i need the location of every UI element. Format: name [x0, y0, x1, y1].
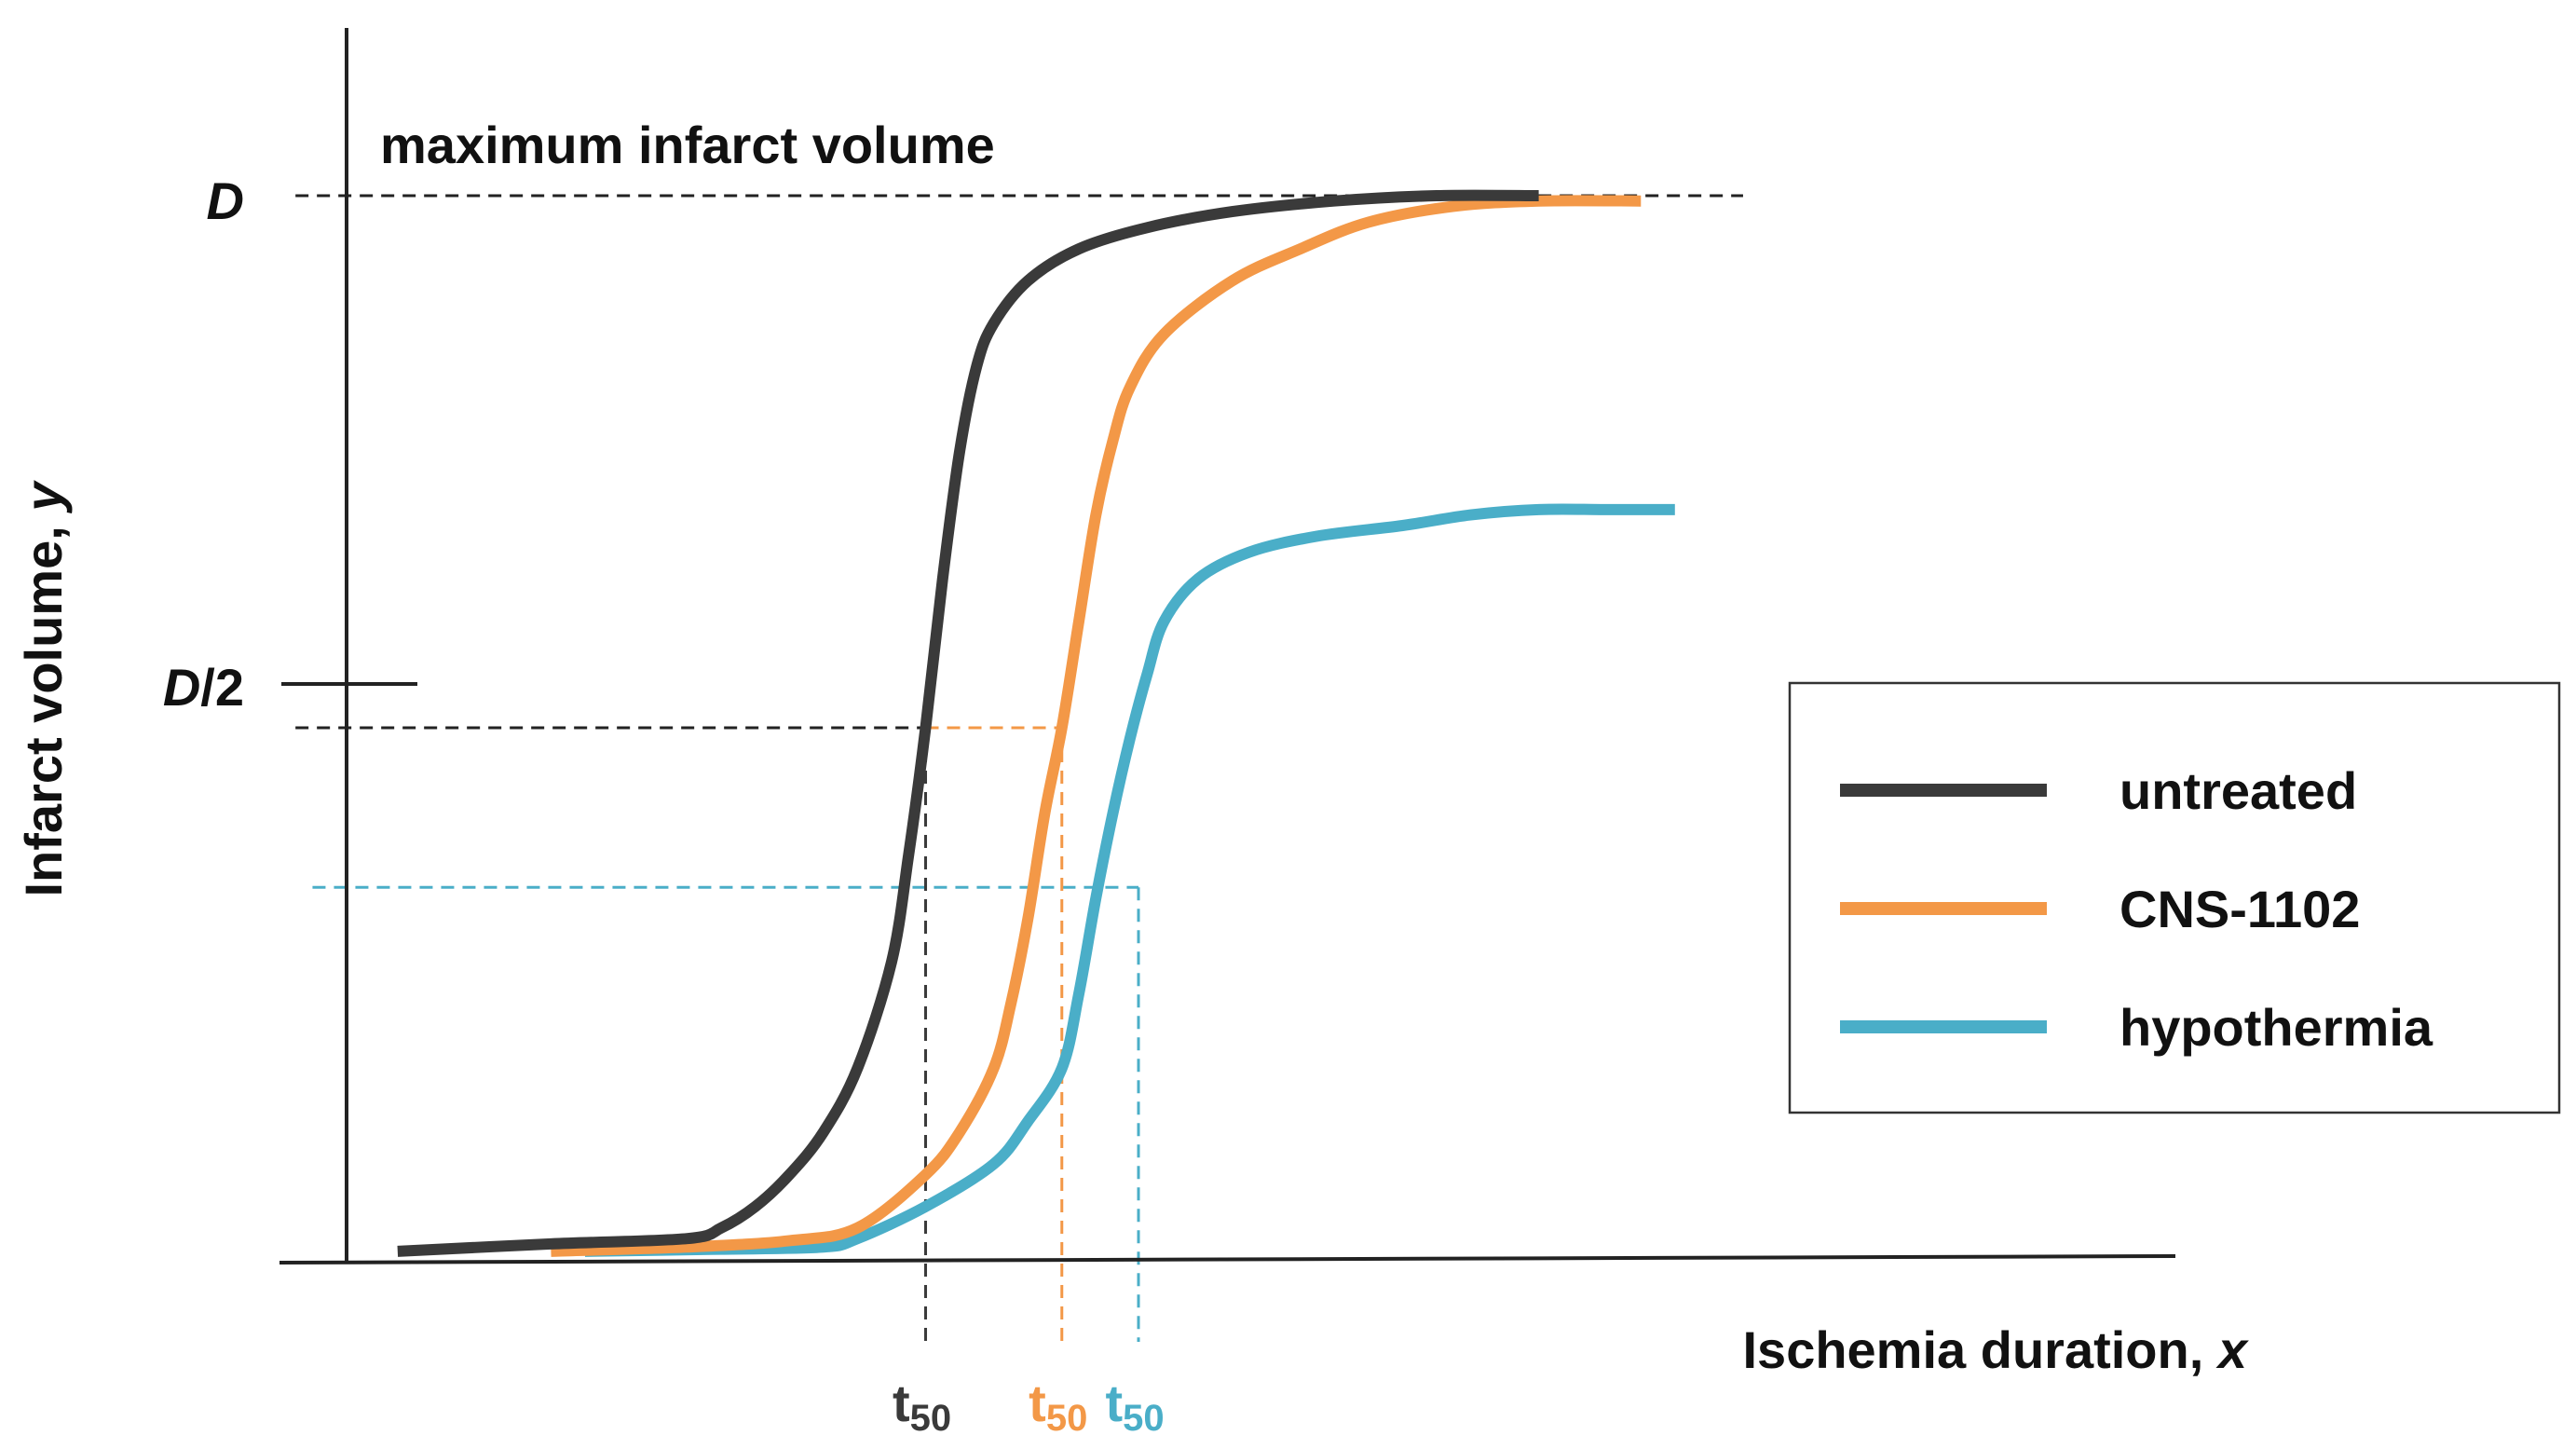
series-line-untreated: [397, 189, 1539, 1257]
t50-label-untreated: t50: [893, 1374, 951, 1439]
ytick-label-max: D: [207, 171, 244, 230]
legend-label-untreated: untreated: [2119, 761, 2357, 820]
ytick-label-half: D/2: [163, 658, 244, 717]
series-layer: [397, 189, 1675, 1257]
t50-label-base: t: [893, 1374, 910, 1432]
t50-label-sub: 50: [1046, 1398, 1088, 1439]
x-axis-label-text: Ischemia duration,: [1742, 1320, 2203, 1379]
max-infarct-annotation: maximum infarct volume: [380, 116, 995, 174]
x-axis-label-var: x: [2215, 1320, 2250, 1379]
t50-label-cns-1102: t50: [1029, 1374, 1087, 1439]
ytick-half-suffix: /2: [200, 658, 244, 717]
legend-label-cns-1102: CNS-1102: [2119, 880, 2360, 938]
series-line-hypothermia: [584, 503, 1675, 1257]
y-axis-label-var: y: [14, 480, 73, 514]
t50-label-base: t: [1105, 1374, 1123, 1432]
legend-box: [1788, 681, 2561, 1114]
legend-label-hypothermia: hypothermia: [2119, 998, 2433, 1057]
series-line-cns-1102: [551, 195, 1642, 1257]
legend: untreated CNS-1102 hypothermia: [1788, 681, 2561, 1114]
y-axis-label: Infarct volume, y: [14, 480, 73, 897]
t50-labels: t50 t50 t50: [893, 1374, 1165, 1439]
t50-label-sub: 50: [1123, 1398, 1165, 1439]
y-axis-label-text: Infarct volume,: [14, 526, 73, 896]
reference-lines: [295, 194, 1743, 1342]
x-axis-line: [279, 1254, 2176, 1264]
x-axis-label: Ischemia duration, x: [1742, 1320, 2249, 1379]
t50-label-base: t: [1029, 1374, 1046, 1432]
t50-label-hypothermia: t50: [1105, 1374, 1164, 1439]
t50-label-sub: 50: [910, 1398, 952, 1439]
ytick-half-prefix: D: [163, 658, 200, 717]
